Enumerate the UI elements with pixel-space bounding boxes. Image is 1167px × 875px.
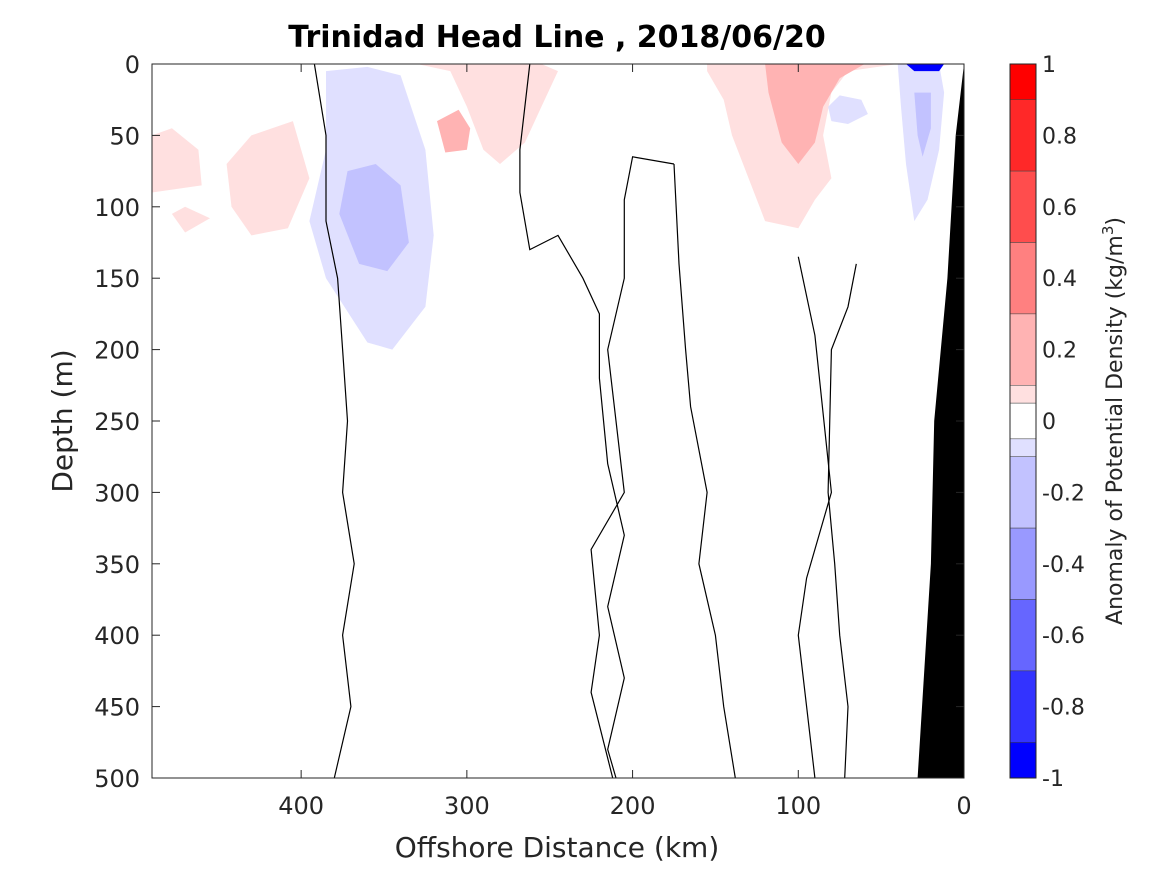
x-tick-label: 100 [775, 792, 821, 820]
x-axis-label: Offshore Distance (km) [395, 831, 720, 864]
anomaly-fill-layer [152, 64, 945, 350]
colorbar-tick-label: -1 [1042, 767, 1064, 792]
bathymetry-shelf [917, 64, 964, 778]
anomaly-region-positive-core-100km [765, 64, 865, 164]
y-axis-label: Depth (m) [46, 349, 79, 492]
colorbar-bin [1009, 385, 1037, 404]
zero-contour-line-4 [590, 156, 675, 778]
anomaly-region-positive-surface-440km [171, 206, 210, 233]
colorbar-tick-label: -0.8 [1042, 696, 1085, 721]
y-tick-label: 100 [94, 194, 140, 222]
colorbar-label-text: Anomaly of Potential Density (kg/m [1103, 235, 1128, 625]
chart-title: Trinidad Head Line , 2018/06/20 [288, 20, 825, 55]
plot-area [151, 63, 965, 779]
colorbar-bin [1009, 527, 1037, 600]
y-tick-label: 200 [94, 337, 140, 365]
y-tick-label: 450 [94, 694, 140, 722]
anomaly-region-negative-surface-strong [906, 64, 945, 72]
colorbar-tick-label: 1 [1042, 53, 1056, 78]
colorbar-tick-label: 0 [1042, 410, 1056, 435]
colorbar-tick-label: 0.4 [1042, 267, 1077, 292]
anomaly-region-positive-patch-310km [437, 109, 471, 153]
zero-contour-line-2 [519, 64, 625, 778]
colorbar-bin [1009, 742, 1037, 779]
zero-contour-layer [313, 64, 857, 778]
colorbar-bin [1009, 242, 1037, 315]
zero-contour-line-5 [797, 256, 833, 778]
colorbar-tick-label: -0.6 [1042, 624, 1085, 649]
colorbar: 1 0.8 0.6 0.4 0.2 0 -0.2 -0.4 -0.6 -0.8 -1 Anomaly… [1009, 53, 1128, 792]
colorbar-label-close: ) [1103, 217, 1128, 226]
y-tick-label: 150 [94, 265, 140, 293]
colorbar-bin [1009, 63, 1037, 100]
anomaly-region-positive-patch-420km [226, 121, 310, 236]
zero-contour-line-6 [827, 263, 857, 778]
anomaly-region-negative-nearshore-deeper [914, 92, 931, 157]
colorbar-bin [1009, 313, 1037, 386]
y-tick-label: 250 [94, 408, 140, 436]
colorbar-label-superscript: 3 [1099, 226, 1117, 236]
colorbar-tick-label: 0.6 [1042, 196, 1077, 221]
colorbar-tick-label: -0.4 [1042, 553, 1085, 578]
colorbar-bin [1009, 599, 1037, 672]
anomaly-region-negative-small-70km [828, 95, 868, 124]
colorbar-bin [1009, 670, 1037, 743]
y-tick-label: 300 [94, 479, 140, 507]
x-tick-label: 300 [444, 792, 490, 820]
anomaly-region-positive-surface-280km [417, 64, 558, 164]
bathymetry-layer [917, 64, 964, 778]
y-tick-label: 50 [109, 122, 140, 150]
colorbar-bin [1009, 99, 1037, 172]
zero-contour-line-3 [673, 163, 736, 778]
y-tick-label: 0 [125, 51, 140, 79]
colorbar-bin [1009, 402, 1037, 440]
y-axis-ticks: 0 50 100 150 200 250 300 350 400 450 500 [94, 51, 964, 793]
colorbar-bin [1009, 438, 1037, 457]
anomaly-region-negative-deeper-360km [339, 164, 409, 272]
colorbar-tick-label: 0.2 [1042, 339, 1077, 364]
colorbar-bin [1009, 456, 1037, 529]
x-tick-label: 0 [956, 792, 971, 820]
colorbar-tick-label: -0.2 [1042, 481, 1085, 506]
y-tick-label: 500 [94, 765, 140, 793]
colorbar-frame [1009, 63, 1037, 779]
y-tick-label: 400 [94, 622, 140, 650]
colorbar-bin [1009, 170, 1037, 243]
y-tick-label: 350 [94, 551, 140, 579]
x-axis-ticks: 400 300 200 100 0 [278, 64, 972, 820]
colorbar-ticks: 1 0.8 0.6 0.4 0.2 0 -0.2 -0.4 -0.6 -0.8 -1 [1042, 53, 1085, 792]
x-tick-label: 400 [278, 792, 324, 820]
anomaly-region-positive-near-surface-offshore-460km [152, 128, 202, 193]
colorbar-bins [1009, 63, 1037, 779]
colorbar-tick-label: 0.8 [1042, 124, 1077, 149]
colorbar-label: Anomaly of Potential Density (kg/m3) [1099, 217, 1128, 625]
zero-contour-line-1 [313, 64, 355, 778]
x-tick-label: 200 [610, 792, 656, 820]
